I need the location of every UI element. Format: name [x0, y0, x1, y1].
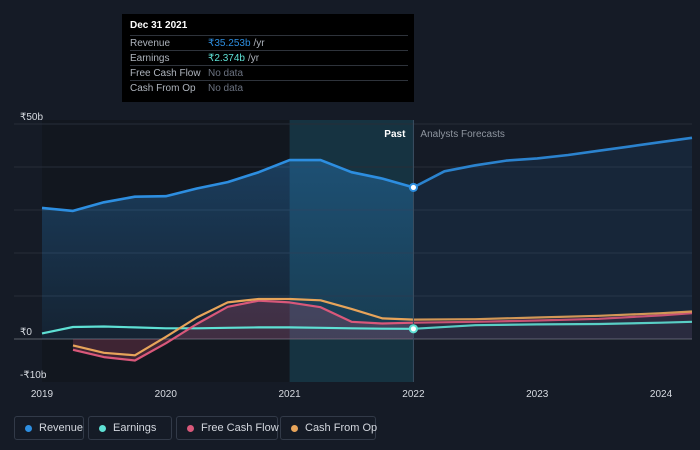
tooltip-label: Earnings	[130, 53, 170, 64]
revenue-forecast-line	[412, 136, 693, 189]
tooltip-value: No data	[208, 68, 244, 79]
tooltip-value: ₹2.374b/yr	[208, 53, 260, 64]
earnings-line	[41, 325, 414, 335]
x-tick-label: 2022	[402, 389, 425, 400]
x-tick-label: 2020	[155, 389, 178, 400]
x-tick-label: 2024	[650, 389, 673, 400]
legend-item-earnings[interactable]: Earnings	[88, 416, 172, 440]
x-tick-label: 2019	[31, 389, 54, 400]
cash-from-op-forecast-line	[413, 310, 693, 321]
tooltip-label: Cash From Op	[130, 83, 196, 94]
free-cash-flow-line	[72, 299, 414, 362]
tooltip-date: Dec 31 2021	[130, 20, 188, 31]
free-cash-flow-area	[73, 300, 414, 361]
free-cash-flow-area-forecast	[413, 313, 692, 339]
earnings-marker	[408, 324, 419, 334]
tooltip-label: Revenue	[130, 38, 171, 49]
legend-dot-icon	[291, 425, 298, 432]
data-tooltip: Dec 31 2021 Revenue ₹35.253b/yr Earnings…	[122, 14, 414, 102]
legend-item-free-cash-flow[interactable]: Free Cash Flow	[176, 416, 279, 440]
revenue-marker	[408, 182, 419, 193]
revenue-area-forecast	[413, 137, 692, 339]
earnings-forecast-line	[413, 320, 693, 330]
tooltip-value: ₹35.253b/yr	[208, 38, 265, 49]
tooltip-row-free-cash-flow: Free Cash Flow No data	[130, 65, 408, 81]
legend-item-revenue[interactable]: Revenue	[14, 416, 84, 440]
past-label: Past	[384, 129, 406, 140]
tooltip-value: No data	[208, 83, 244, 94]
legend-dot-icon	[99, 425, 106, 432]
tooltip-row-earnings: Earnings ₹2.374b/yr	[130, 50, 408, 66]
y-tick-label: -₹10b	[20, 370, 47, 381]
tooltip-row-revenue: Revenue ₹35.253b/yr	[130, 35, 408, 51]
free-cash-flow-forecast-line	[413, 312, 693, 324]
forecast-label: Analysts Forecasts	[420, 129, 504, 140]
legend-dot-icon	[187, 425, 194, 432]
y-tick-label: ₹0	[20, 327, 32, 338]
cash-from-op-line	[72, 297, 414, 357]
legend-item-cash-from-op[interactable]: Cash From Op	[280, 416, 377, 440]
tooltip-row-cash-from-op: Cash From Op No data	[130, 80, 408, 96]
tooltip-label: Free Cash Flow	[130, 68, 201, 79]
revenue-line	[41, 158, 414, 213]
revenue-area-past	[42, 160, 414, 339]
x-tick-label: 2021	[278, 389, 301, 400]
x-tick-label: 2023	[526, 389, 549, 400]
y-tick-label: ₹50b	[20, 112, 43, 123]
legend-dot-icon	[25, 425, 32, 432]
